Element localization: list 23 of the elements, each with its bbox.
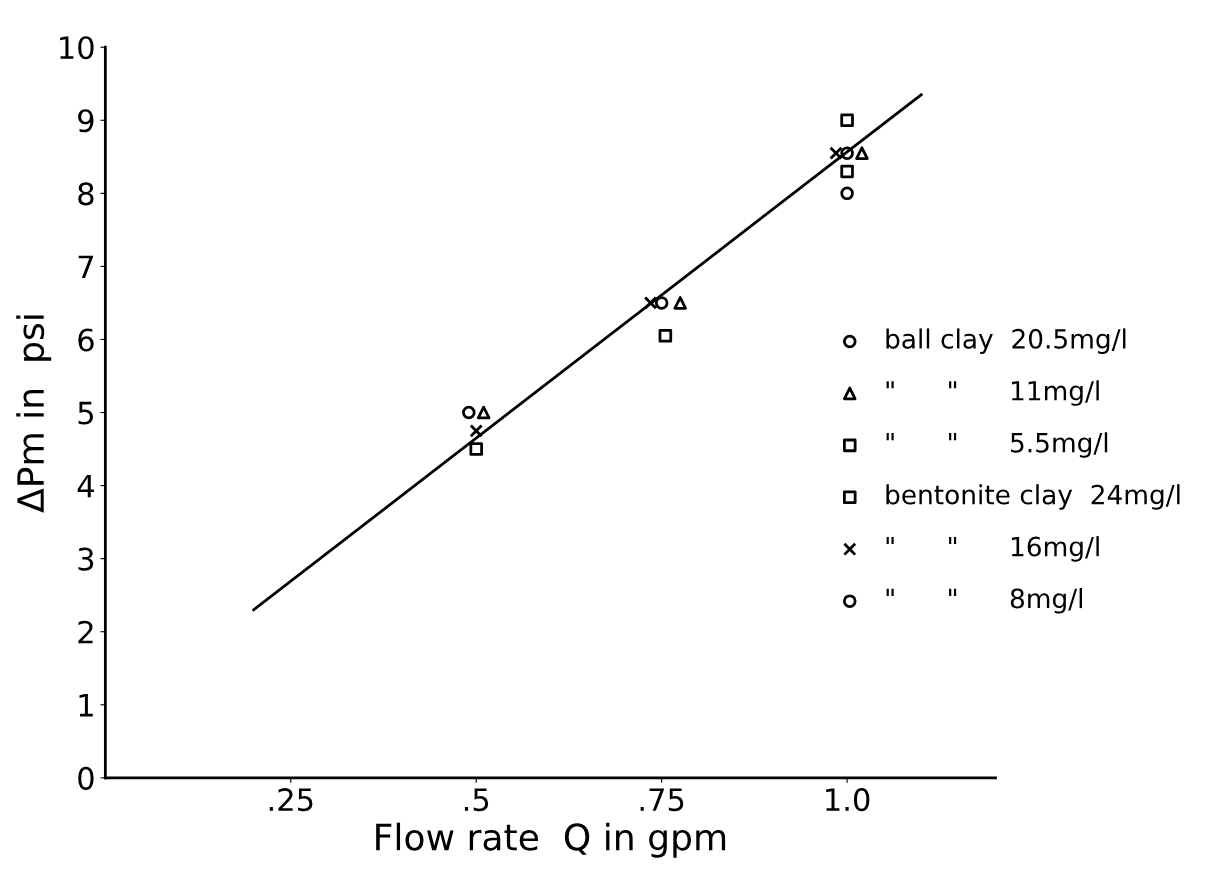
y-tick-label: 9 bbox=[78, 109, 94, 133]
legend-label: ball clay 20.5mg/l bbox=[886, 328, 1126, 354]
y-tick-label: 4 bbox=[77, 474, 94, 498]
legend-label: " " 16mg/l bbox=[886, 536, 1099, 562]
y-tick-label: 0 bbox=[78, 766, 94, 790]
y-tick-label: 1 bbox=[79, 694, 93, 717]
x-tick-label: .25 bbox=[269, 788, 313, 812]
y-tick-label: 3 bbox=[78, 547, 94, 571]
y-tick-label: 7 bbox=[78, 255, 94, 279]
y-tick-label: 5 bbox=[78, 401, 93, 425]
y-tick-label: 10 bbox=[60, 36, 94, 60]
legend-label: " " 5.5mg/l bbox=[886, 432, 1108, 458]
x-tick-label: .75 bbox=[640, 788, 684, 812]
x-tick-label: .5 bbox=[464, 788, 489, 812]
legend-label: " " 11mg/l bbox=[886, 380, 1099, 406]
legend-label: " " 8mg/l bbox=[886, 588, 1082, 614]
y-tick-label: 8 bbox=[78, 182, 94, 206]
y-tick-label: 2 bbox=[78, 620, 93, 644]
y-tick-label: 6 bbox=[78, 328, 94, 352]
x-axis-title: Flow rate Q in gpm bbox=[376, 822, 726, 858]
legend-label: bentonite clay 24mg/l bbox=[886, 484, 1180, 510]
x-tick-label: 1.0 bbox=[826, 788, 870, 812]
y-axis-title: ΔPm in psi bbox=[16, 315, 52, 513]
